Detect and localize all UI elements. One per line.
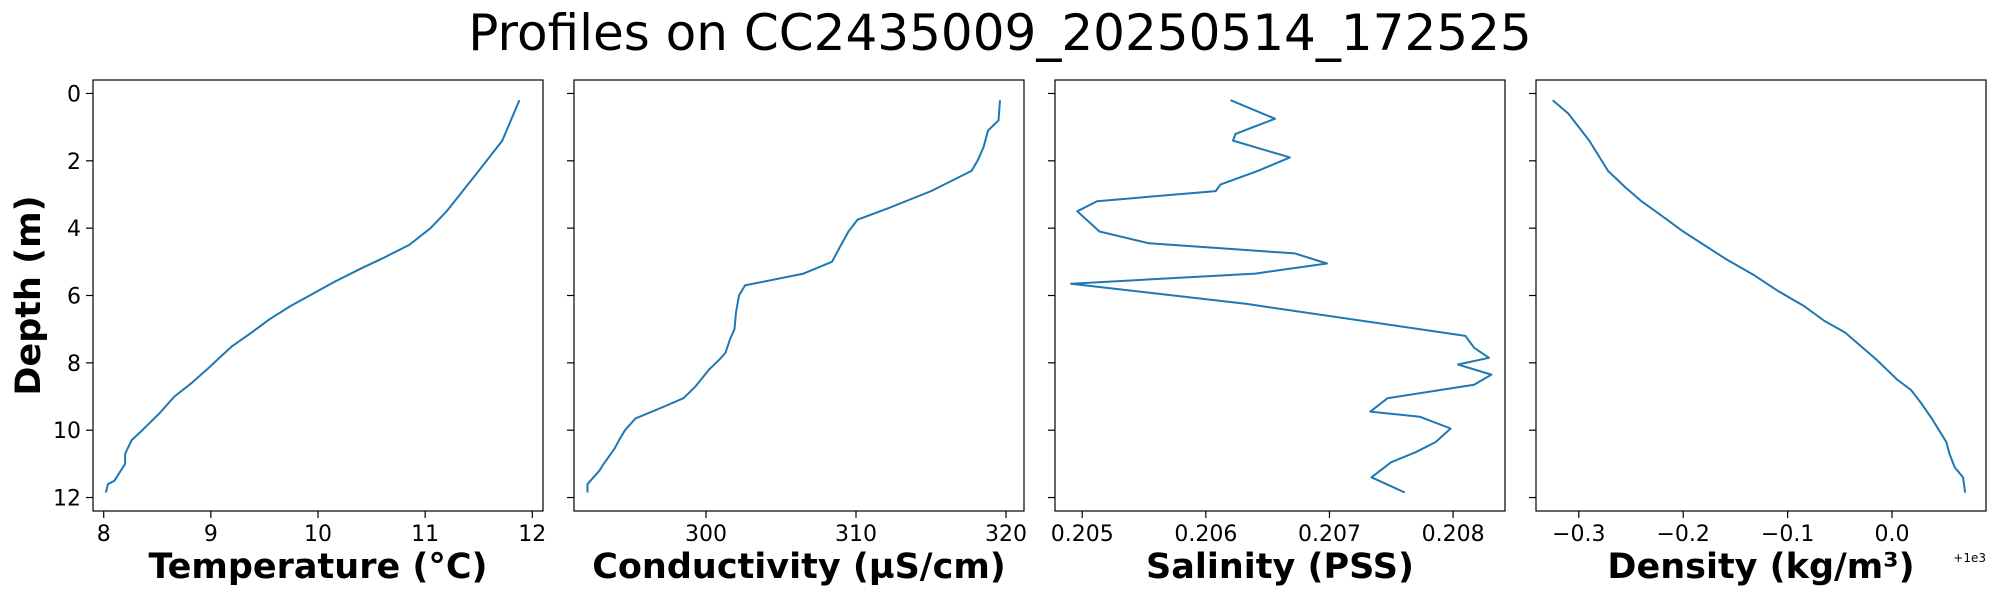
x-offset-label: +1e3 <box>1953 551 1986 565</box>
profile-line-2 <box>586 100 1001 493</box>
x-tick-label: −0.3 <box>1552 522 1605 547</box>
panel-3: 0.205 0.206 0.207 0.208 Salinity (PSS) <box>1048 79 1506 587</box>
x-tick-label: 9 <box>204 522 218 547</box>
panel-1: 8 9 10 11 12 0 2 4 6 8 10 12 Temperature (°C) Depth (… <box>9 79 546 587</box>
x-tick-label: 0.207 <box>1298 522 1361 547</box>
x-axis-label: Conductivity (µS/cm) <box>592 547 1006 587</box>
profile-line-3 <box>1070 99 1493 494</box>
y-tick-label: 4 <box>67 217 81 242</box>
y-tick-label: 10 <box>53 419 81 444</box>
x-tick-label: 10 <box>304 522 332 547</box>
x-tick-label: 300 <box>685 522 727 547</box>
y-tick-label: 2 <box>67 150 81 175</box>
x-axis-label: Salinity (PSS) <box>1146 547 1414 587</box>
x-tick-label: −0.2 <box>1657 522 1710 547</box>
figure-title: Profiles on CC2435009_20250514_172525 <box>468 4 1531 62</box>
x-tick-label: 12 <box>518 522 546 547</box>
y-tick-label: 6 <box>67 285 81 310</box>
y-tick-label: 0 <box>67 82 81 107</box>
x-tick-label: 320 <box>985 522 1027 547</box>
y-axis-label: Depth (m) <box>9 195 49 395</box>
y-tick-label: 8 <box>67 352 81 377</box>
x-tick-label: 0.206 <box>1174 522 1237 547</box>
x-tick-label: 0.208 <box>1422 522 1485 547</box>
subplot-panels: 8 9 10 11 12 0 2 4 6 8 10 12 Temperature (°C) Depth (… <box>9 79 1987 587</box>
x-tick-label: 310 <box>835 522 877 547</box>
x-axis-label: Density (kg/m³) <box>1607 547 1914 587</box>
profile-line-4 <box>1552 99 1967 493</box>
x-tick-label: 0.205 <box>1051 522 1114 547</box>
profile-line-1 <box>104 99 521 493</box>
x-tick-label: 11 <box>411 522 439 547</box>
x-tick-label: 8 <box>97 522 111 547</box>
x-axis-label: Temperature (°C) <box>148 547 487 587</box>
x-tick-label: −0.1 <box>1761 522 1814 547</box>
y-tick-label: 12 <box>53 487 81 512</box>
x-tick-label: 0.0 <box>1875 522 1910 547</box>
